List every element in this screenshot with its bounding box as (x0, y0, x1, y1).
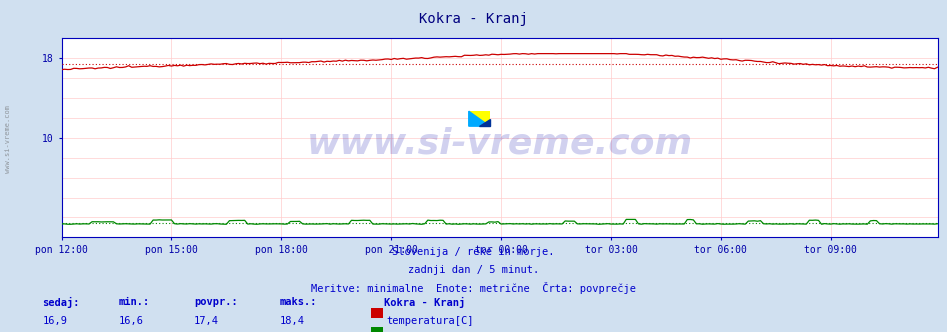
Text: 17,4: 17,4 (194, 316, 219, 326)
Text: www.si-vreme.com: www.si-vreme.com (307, 127, 692, 161)
Text: Kokra - Kranj: Kokra - Kranj (384, 297, 465, 308)
Text: Meritve: minimalne  Enote: metrične  Črta: povprečje: Meritve: minimalne Enote: metrične Črta:… (311, 282, 636, 294)
Text: min.:: min.: (118, 297, 150, 307)
Text: temperatura[C]: temperatura[C] (386, 316, 474, 326)
Polygon shape (479, 119, 490, 126)
Text: www.si-vreme.com: www.si-vreme.com (5, 106, 10, 173)
Text: maks.:: maks.: (279, 297, 317, 307)
Text: 16,6: 16,6 (118, 316, 143, 326)
Text: Kokra - Kranj: Kokra - Kranj (420, 12, 527, 26)
Text: 18,4: 18,4 (279, 316, 304, 326)
Text: zadnji dan / 5 minut.: zadnji dan / 5 minut. (408, 265, 539, 275)
Text: sedaj:: sedaj: (43, 297, 80, 308)
Text: Slovenija / reke in morje.: Slovenija / reke in morje. (392, 247, 555, 257)
Text: povpr.:: povpr.: (194, 297, 238, 307)
Polygon shape (469, 111, 490, 126)
Text: 16,9: 16,9 (43, 316, 67, 326)
